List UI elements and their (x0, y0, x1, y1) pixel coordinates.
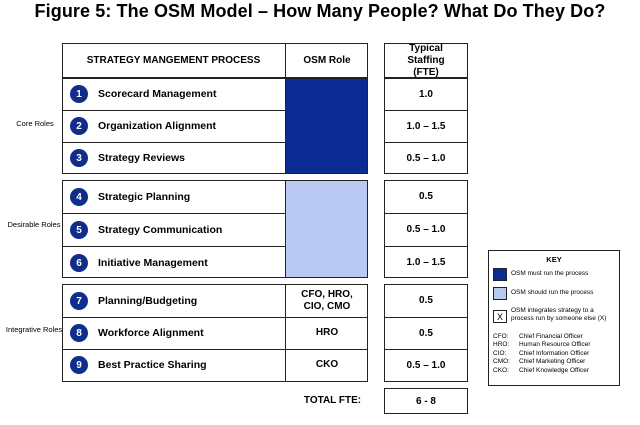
staffing-value: 0.5 – 1.0 (406, 152, 446, 164)
abbreviation-row: CKO: Chief Knowledge Officer (493, 367, 618, 375)
process-name: Initiative Management (98, 257, 208, 269)
core-row-line-1 (62, 110, 286, 111)
process-number-badge: 8 (70, 324, 88, 342)
should-run-label: OSM should run the process (511, 289, 594, 296)
abbr-full: Chief Marketing Officer (519, 358, 586, 366)
desirable-staffing-line-1 (384, 213, 468, 214)
integrative-staffing-box (384, 284, 468, 382)
header-staffing: Typical Staffing (FTE) (384, 43, 468, 78)
must-run-swatch (493, 268, 507, 281)
process-number-badge: 9 (70, 356, 88, 374)
abbreviation-row: CMO: Chief Marketing Officer (493, 358, 618, 366)
key-box (488, 250, 620, 386)
abbr-code: CFO: (493, 333, 509, 340)
group-label-desirable: Desirable Roles (7, 220, 61, 229)
osm-role-should-run-fill (286, 181, 367, 277)
process-number-badge: 7 (70, 292, 88, 310)
osm-role-must-run-fill (286, 79, 367, 173)
staffing-value: 0.5 – 1.0 (406, 224, 446, 235)
desirable-staffing-line-2 (384, 246, 468, 247)
staffing-value: 1.0 (419, 88, 433, 100)
abbr-full: Chief Knowledge Officer (519, 366, 589, 374)
integrative-divider (285, 284, 286, 382)
process-name: Strategy Communication (98, 224, 223, 236)
should-run-swatch (493, 287, 507, 300)
process-name: Workforce Alignment (98, 327, 204, 339)
core-staffing-line-1 (384, 110, 468, 111)
staffing-value: 0.5 – 1.0 (406, 360, 446, 371)
desirable-staffing-box (384, 180, 468, 278)
key-title: KEY (546, 255, 562, 264)
staffing-value: 0.5 (419, 191, 433, 202)
abbr-code: CKO: (493, 366, 509, 374)
integrates-x-swatch: X (493, 310, 507, 323)
staffing-value: 1.0 – 1.5 (406, 120, 446, 132)
total-fte-value: 6 - 8 (384, 388, 468, 414)
desirable-row-line-2 (62, 246, 286, 247)
process-number-badge: 6 (70, 254, 88, 272)
group-label-integrative: Integrative Roles (5, 325, 63, 334)
process-name: Planning/Budgeting (98, 295, 198, 307)
integrative-staffing-line-2 (384, 349, 468, 350)
integrative-row-line-1 (62, 317, 368, 318)
desirable-row-line-1 (62, 213, 286, 214)
integrative-group-box (62, 284, 368, 382)
osm-role-value: CKO (315, 359, 339, 371)
abbreviation-row: CFO: Chief Financial Officer (493, 333, 618, 341)
process-number-badge: 2 (70, 117, 88, 135)
core-group-box (62, 78, 368, 174)
figure-title: Figure 5: The OSM Model – How Many Peopl… (34, 1, 606, 21)
process-name: Strategy Reviews (98, 152, 185, 164)
desirable-divider (285, 180, 286, 278)
header-process: STRATEGY MANGEMENT PROCESS (86, 54, 261, 66)
core-row-line-2 (62, 142, 286, 143)
process-name: Strategic Planning (98, 191, 191, 203)
group-label-core: Core Roles (16, 119, 54, 128)
osm-role-value: CFO, HRO, CIO, CMO (301, 288, 353, 313)
process-number-badge: 1 (70, 85, 88, 103)
core-divider (285, 78, 286, 174)
process-number-badge: 4 (70, 188, 88, 206)
staffing-value: 0.5 (419, 295, 433, 306)
abbreviation-list: CFO: Chief Financial Officer HRO: Human Re… (493, 333, 618, 375)
osm-role-value: HRO (315, 326, 339, 338)
abbreviation-row: CIO: Chief Information Officer (493, 350, 618, 358)
desirable-group-box (62, 180, 368, 278)
integrates-label: OSM integrates strategy to a process run… (511, 307, 607, 323)
core-staffing-line-2 (384, 142, 468, 143)
process-name: Best Practice Sharing (98, 359, 207, 371)
header-row-box (62, 43, 368, 78)
process-name: Organization Alignment (98, 120, 217, 132)
must-run-label: OSM must run the process (511, 270, 589, 277)
staffing-value: 0.5 (419, 327, 433, 339)
abbr-code: CMO: (493, 358, 510, 366)
abbr-full: Human Resource Officer (519, 341, 591, 349)
total-fte-label: TOTAL FTE: (303, 394, 362, 406)
abbr-full: Chief Information Officer (519, 349, 590, 357)
integrative-row-line-2 (62, 349, 368, 350)
header-osm-role: OSM Role (303, 54, 351, 66)
core-staffing-box (384, 78, 468, 174)
integrative-staffing-line-1 (384, 317, 468, 318)
process-number-badge: 5 (70, 221, 88, 239)
header-divider (285, 43, 286, 78)
staffing-value: 1.0 – 1.5 (406, 256, 446, 268)
process-number-badge: 3 (70, 149, 88, 167)
abbr-code: CIO: (493, 349, 507, 357)
abbr-code: HRO: (493, 341, 510, 349)
process-name: Scorecard Management (98, 88, 217, 100)
abbr-full: Chief Financial Officer (519, 333, 583, 340)
abbreviation-row: HRO: Human Resource Officer (493, 341, 618, 349)
x-mark: X (496, 311, 503, 322)
